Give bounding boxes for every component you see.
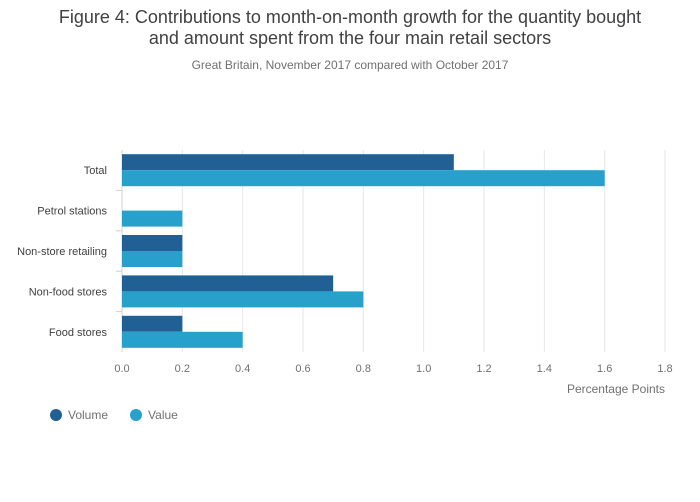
x-tick-label: 0.2	[175, 363, 190, 375]
bar-value-total[interactable]	[122, 170, 605, 187]
bar-volume-food-stores[interactable]	[122, 315, 183, 332]
legend-label-value: Value	[148, 408, 178, 422]
chart-title-line-1: Figure 4: Contributions to month-on-mont…	[58, 7, 642, 27]
x-tick-label: 0.8	[356, 363, 371, 375]
bar-volume-total[interactable]	[122, 154, 454, 171]
x-tick-label: 1.8	[657, 363, 672, 375]
chart-title-line-2: and amount spent from the four main reta…	[148, 28, 552, 48]
bar-volume-non-store-retailing[interactable]	[122, 235, 183, 251]
bar-layer	[122, 154, 605, 348]
x-tick-label: 1.0	[416, 363, 431, 375]
legend-label-volume: Volume	[68, 408, 109, 422]
legend-swatch-value	[130, 409, 143, 421]
category-label-non-food-stores: Non-food stores	[29, 286, 108, 298]
x-tick-label: 0.0	[114, 363, 129, 375]
legend-item-volume[interactable]: Volume	[50, 408, 108, 422]
bar-value-non-store-retailing[interactable]	[122, 251, 183, 267]
bar-value-food-stores[interactable]	[122, 331, 243, 348]
legend-item-value[interactable]: Value	[130, 408, 178, 422]
category-label-food-stores: Food stores	[49, 327, 108, 339]
legend-swatch-volume	[50, 409, 62, 421]
x-tick-label: 0.6	[295, 363, 310, 375]
category-label-petrol-stations: Petrol stations	[37, 206, 107, 218]
category-label-total: Total	[84, 165, 107, 177]
x-tick-label: 1.6	[597, 363, 612, 375]
x-tick-label: 1.4	[537, 363, 552, 375]
chart-title: Figure 4: Contributions to month-on-mont…	[0, 7, 700, 49]
bar-value-non-food-stores[interactable]	[122, 291, 364, 308]
x-tick-label: 0.4	[235, 363, 250, 375]
x-tick-label: 1.2	[476, 363, 491, 375]
chart-subtitle: Great Britain, November 2017 compared wi…	[191, 58, 509, 72]
legend: Volume Value	[50, 408, 178, 422]
x-axis-title: Percentage Points	[567, 382, 665, 396]
bar-value-petrol-stations[interactable]	[122, 210, 183, 227]
category-label-non-store-retailing: Non-store retailing	[17, 246, 107, 258]
label-layer: 0.0 0.2 0.4 0.6 0.8 1.0 1.2 1.4 1.6 1.8 Total Petro…	[17, 165, 673, 375]
bar-volume-non-food-stores[interactable]	[122, 275, 334, 292]
